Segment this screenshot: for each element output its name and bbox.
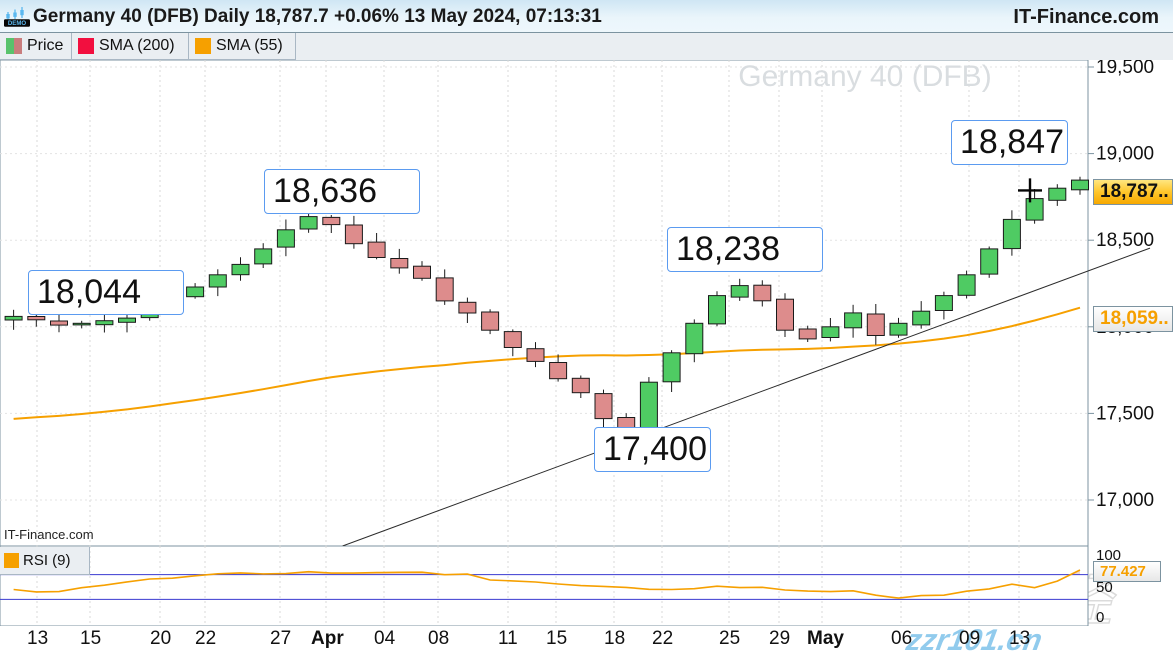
svg-text:0: 0 [1096, 609, 1104, 626]
svg-text:100: 100 [1096, 547, 1121, 564]
svg-text:50: 50 [1096, 579, 1113, 596]
